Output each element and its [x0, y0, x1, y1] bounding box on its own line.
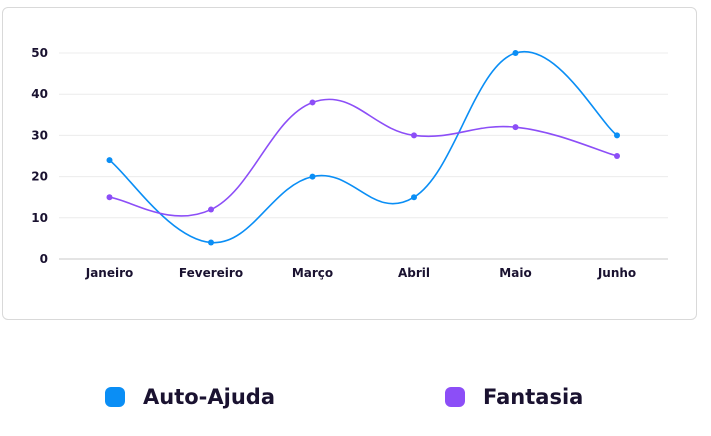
- data-point-auto-ajuda[interactable]: [512, 50, 519, 56]
- y-tick-label: 0: [40, 252, 48, 266]
- y-tick-label: 20: [31, 170, 48, 184]
- series-line-auto-ajuda: [108, 50, 618, 244]
- data-point-fantasia[interactable]: [411, 132, 417, 139]
- line-chart: 0 10 20 30 40 50 Janeiro Fevereiro Março Abril Ma…: [31, 46, 668, 280]
- series-points: [106, 50, 620, 246]
- legend-label: Auto-Ajuda: [143, 385, 275, 409]
- x-tick-label: Maio: [499, 266, 531, 280]
- data-point-auto-ajuda[interactable]: [208, 239, 214, 246]
- data-point-auto-ajuda[interactable]: [106, 157, 113, 164]
- legend-swatch-fantasia: [445, 387, 465, 407]
- y-tick-label: 50: [31, 46, 48, 60]
- legend-label: Fantasia: [483, 385, 584, 409]
- legend-item-auto-ajuda[interactable]: Auto-Ajuda: [105, 380, 275, 414]
- series-lines: [108, 50, 618, 244]
- y-axis-ticks: 0 10 20 30 40 50: [31, 46, 48, 266]
- legend-swatch-auto-ajuda: [105, 387, 125, 407]
- x-tick-label: Fevereiro: [179, 266, 243, 280]
- data-point-auto-ajuda[interactable]: [309, 173, 316, 180]
- gridlines: [59, 52, 668, 260]
- data-point-fantasia[interactable]: [309, 99, 316, 106]
- y-tick-label: 10: [31, 211, 48, 225]
- data-point-fantasia[interactable]: [208, 206, 214, 213]
- x-tick-label: Março: [292, 266, 333, 280]
- x-tick-label: Janeiro: [85, 266, 134, 280]
- x-tick-label: Junho: [597, 266, 636, 280]
- legend-item-fantasia[interactable]: Fantasia: [445, 380, 583, 414]
- data-point-auto-ajuda[interactable]: [614, 132, 620, 139]
- series-line-fantasia: [109, 98, 618, 217]
- x-axis-ticks: Janeiro Fevereiro Março Abril Maio Junho: [85, 266, 636, 280]
- chart-legend: Auto-Ajuda Fantasia: [0, 380, 711, 414]
- data-point-fantasia[interactable]: [106, 194, 113, 201]
- data-point-fantasia[interactable]: [614, 153, 620, 159]
- y-tick-label: 30: [31, 128, 48, 142]
- data-point-fantasia[interactable]: [512, 124, 519, 131]
- y-tick-label: 40: [31, 87, 48, 101]
- data-point-auto-ajuda[interactable]: [411, 194, 417, 201]
- x-tick-label: Abril: [398, 266, 430, 280]
- chart-card: [2, 7, 697, 320]
